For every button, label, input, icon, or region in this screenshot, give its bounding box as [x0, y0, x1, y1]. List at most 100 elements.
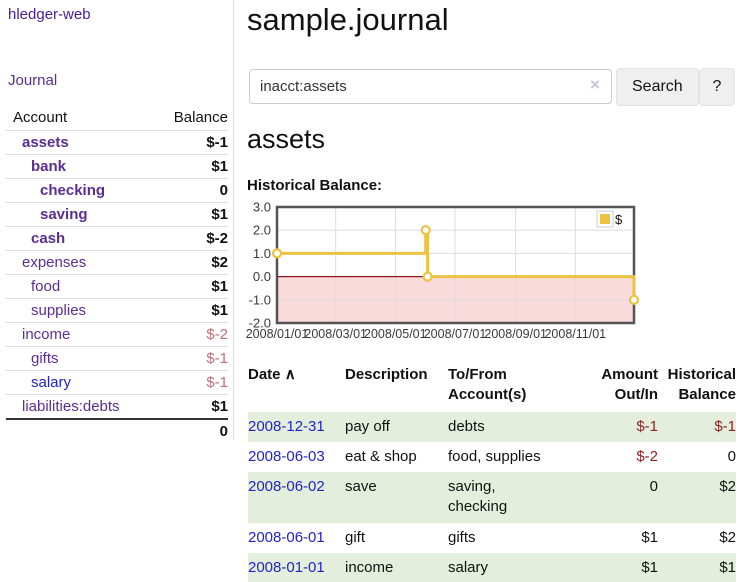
accounts-total-row: 0 — [6, 418, 228, 443]
account-row: gifts $-1 — [6, 346, 228, 371]
account-link-assets[interactable]: assets — [22, 134, 69, 151]
legend-label: $ — [615, 212, 623, 227]
sidebar-item-journal[interactable]: Journal — [8, 72, 58, 89]
page-title: sample.journal — [247, 2, 449, 37]
account-row: income $-2 — [6, 322, 228, 347]
column-header-date[interactable]: Date ∧ — [248, 366, 296, 383]
sort-ascending-icon: ∧ — [284, 366, 296, 383]
transaction-date-link[interactable]: 2008-06-03 — [248, 447, 325, 465]
account-balance: $-1 — [156, 346, 228, 371]
account-row: food $1 — [6, 274, 228, 299]
transaction-amount: $1 — [641, 528, 658, 546]
y-tick-label: -1.0 — [249, 292, 271, 307]
account-row: liabilities:debts $1 — [6, 394, 228, 419]
sidebar-divider — [233, 0, 234, 440]
app-brand-link[interactable]: hledger-web — [8, 6, 91, 23]
column-header-accounts: To/From Account(s) — [448, 366, 527, 404]
account-balance: 0 — [156, 178, 228, 203]
transaction-balance: 0 — [727, 447, 736, 465]
historical-balance-chart: 3.0 2.0 1.0 0.0 -1.0 -2.0 2008/01/01 2008/03/01… — [245, 200, 742, 350]
chart-legend: $ — [596, 210, 623, 228]
transaction-date-link[interactable]: 2008-12-31 — [248, 417, 325, 435]
transaction-date-link[interactable]: 2008-01-01 — [248, 558, 325, 576]
account-link-salary[interactable]: salary — [31, 374, 72, 391]
data-point — [271, 248, 283, 259]
account-row: saving $1 — [6, 202, 228, 227]
register-header-row: Date ∧ Description To/From Account(s) Am… — [248, 363, 736, 412]
account-balance: $-1 — [156, 130, 228, 155]
column-header-description: Description — [345, 366, 428, 383]
chart-title: Historical Balance: — [247, 177, 383, 194]
account-link-food[interactable]: food — [31, 278, 61, 295]
transaction-date-link[interactable]: 2008-06-02 — [248, 478, 325, 495]
account-link-income[interactable]: income — [22, 326, 71, 343]
y-tick-label: 0.0 — [253, 269, 271, 284]
transaction-accounts: debts — [448, 411, 570, 442]
account-row: salary $-1 — [6, 370, 228, 395]
account-balance: $1 — [156, 274, 228, 299]
data-point — [422, 271, 433, 282]
account-balance: $1 — [156, 202, 228, 227]
x-tick-label: 2008/01/01 — [246, 327, 309, 341]
account-link-saving[interactable]: saving — [40, 206, 88, 223]
transaction-accounts: salary — [448, 552, 570, 582]
transaction-accounts: gifts — [448, 528, 476, 546]
x-tick-label: 2008/05/01 — [364, 327, 427, 341]
account-balance: $1 — [156, 394, 228, 419]
account-link-expenses[interactable]: expenses — [22, 254, 87, 271]
account-link-supplies[interactable]: supplies — [31, 302, 87, 319]
accounts-header-row: Account Balance — [6, 106, 228, 131]
account-balance: $1 — [156, 298, 228, 323]
account-link-bank[interactable]: bank — [31, 158, 67, 175]
transaction-description: gift — [345, 528, 366, 546]
account-row: expenses $2 — [6, 250, 228, 275]
account-link-checking[interactable]: checking — [40, 182, 106, 199]
transaction-balance: $1 — [658, 552, 736, 582]
transaction-row: 2008-06-03 eat & shop food, supplies $-2… — [248, 442, 736, 472]
search-input[interactable] — [249, 69, 612, 104]
x-tick-label: 2008/11/01 — [544, 327, 606, 341]
transaction-amount: 0 — [570, 472, 658, 523]
account-heading: assets — [247, 124, 326, 154]
transaction-description: income — [345, 552, 448, 582]
accounts-header-balance: Balance — [173, 109, 228, 126]
transaction-balance: $-1 — [658, 411, 736, 442]
clear-search-icon[interactable]: × — [590, 75, 600, 94]
transaction-description: pay off — [345, 411, 448, 442]
column-header-balance: Historical Balance — [667, 366, 736, 404]
legend-swatch — [600, 214, 610, 224]
account-row: assets $-1 — [6, 130, 228, 155]
transaction-balance: $2 — [658, 472, 736, 523]
transaction-date-link[interactable]: 2008-06-01 — [248, 528, 325, 546]
account-row: cash $-2 — [6, 226, 228, 251]
y-tick-label: 3.0 — [253, 200, 271, 215]
transaction-description: eat & shop — [345, 447, 417, 465]
account-link-cash[interactable]: cash — [31, 230, 66, 247]
account-link-gifts[interactable]: gifts — [31, 350, 59, 367]
account-balance: $-1 — [156, 370, 228, 395]
transaction-accounts: saving, checking — [448, 472, 570, 523]
account-row: bank $1 — [6, 154, 228, 179]
y-tick-label: 1.0 — [253, 246, 271, 261]
data-point — [420, 225, 431, 236]
help-button[interactable]: ? — [699, 68, 735, 106]
account-balance: $-2 — [156, 226, 228, 251]
accounts-header-account: Account — [13, 109, 68, 126]
search-button[interactable]: Search — [616, 68, 699, 106]
register-table: Date ∧ Description To/From Account(s) Am… — [248, 363, 736, 582]
transaction-row: 2008-06-01 gift gifts $1 $2 — [248, 523, 736, 553]
account-link-liabilities-debts[interactable]: liabilities:debts — [22, 398, 120, 415]
account-row: checking 0 — [6, 178, 228, 203]
accounts-total-balance: 0 — [156, 418, 228, 443]
y-tick-label: 2.0 — [253, 223, 271, 238]
transaction-row: 2008-01-01 income salary $1 $1 — [248, 552, 736, 582]
transaction-accounts: food, supplies — [448, 447, 541, 465]
transaction-amount: $-2 — [636, 447, 658, 465]
x-tick-label: 2008/03/01 — [304, 327, 367, 341]
y-tick-label: -2.0 — [249, 316, 271, 331]
chart-canvas: 3.0 2.0 1.0 0.0 -1.0 -2.02008/01/012008/03/01… — [246, 200, 640, 341]
transaction-row: 2008-06-02 save saving, checking 0 $2 — [248, 472, 736, 523]
account-row: supplies $1 — [6, 298, 228, 323]
transaction-row: 2008-12-31 pay off debts $-1 $-1 — [248, 411, 736, 442]
